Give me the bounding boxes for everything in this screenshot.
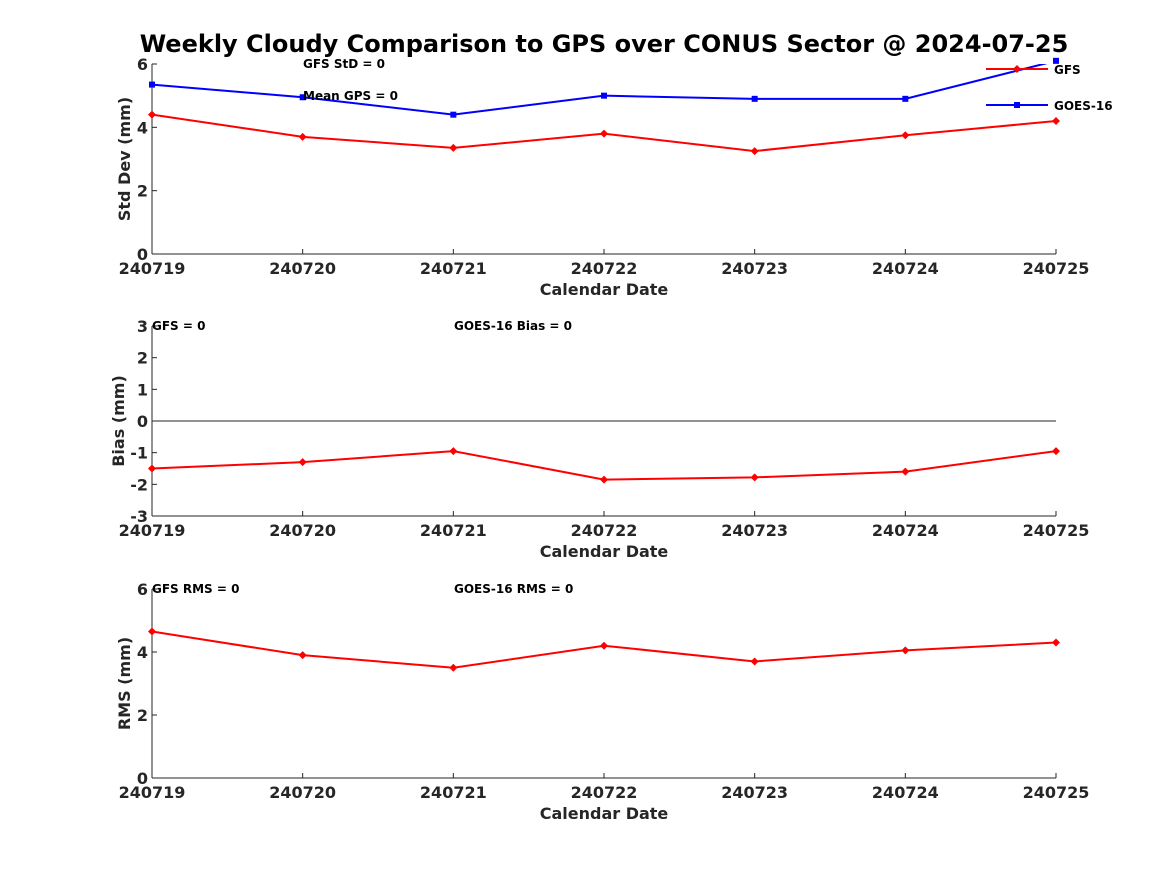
annotation: GFS StD = 0 [303, 57, 385, 71]
data-point-gfs [449, 143, 458, 152]
y-tick-label: -1 [130, 444, 148, 463]
x-tick-label: 240725 [1023, 521, 1090, 540]
x-tick-label: 240719 [119, 521, 186, 540]
x-tick-label: 240722 [571, 783, 638, 802]
x-tick-label: 240724 [872, 521, 939, 540]
data-point-gfs [600, 129, 608, 138]
x-tick-label: 240720 [269, 521, 336, 540]
y-tick-label: 2 [137, 349, 148, 368]
x-tick-label: 240725 [1023, 783, 1090, 802]
y-tick-label: 6 [137, 580, 148, 599]
y-axis-label: Bias (mm) [109, 375, 128, 467]
data-point-goes-16 [902, 95, 909, 102]
series-line-goes-16 [152, 64, 1048, 116]
data-point-goes-16 [751, 95, 758, 102]
x-tick-label: 240722 [571, 259, 638, 278]
y-tick-label: -3 [130, 507, 148, 526]
y-tick-label: 2 [137, 706, 148, 725]
data-point-gfs [600, 641, 608, 650]
x-tick-label: 240720 [269, 259, 336, 278]
data-point-goes-16 [1053, 57, 1059, 64]
x-axis-label: Calendar Date [540, 280, 669, 299]
legend-label-gfs: GFS [1054, 63, 1081, 77]
legend-label-goes-16: GOES-16 [1054, 99, 1113, 113]
x-tick-label: 240721 [420, 521, 487, 540]
y-tick-label: 4 [137, 118, 148, 137]
data-point-gfs [1052, 447, 1060, 456]
chart-legend: GFS GOES-16 [986, 63, 1113, 113]
data-point-gfs [298, 132, 307, 141]
x-tick-label: 240720 [269, 783, 336, 802]
x-tick-label: 240719 [119, 783, 186, 802]
x-tick-label: 240725 [1023, 259, 1090, 278]
x-tick-label: 240722 [571, 521, 638, 540]
data-point-goes-16 [601, 92, 607, 99]
chart-title: Weekly Cloudy Comparison to GPS over CON… [140, 30, 1069, 58]
y-tick-label: 2 [137, 182, 148, 201]
annotation: Mean GPS = 0 [303, 89, 398, 103]
y-tick-label: 0 [137, 245, 148, 264]
series-line-gfs [152, 450, 1056, 481]
x-axis-label: Calendar Date [540, 804, 669, 823]
data-point-gfs [148, 110, 156, 119]
x-tick-label: 240723 [721, 521, 788, 540]
y-tick-label: 0 [137, 412, 148, 431]
data-point-gfs [750, 473, 759, 482]
panel-bias: -3 -2 -1 0 1 2 3 240719 240720 240721 240722 240723… [109, 317, 1089, 561]
y-tick-label: 3 [137, 317, 148, 336]
y-tick-label: 0 [137, 769, 148, 788]
panel-std: 0 2 4 6 240719 240720 240721 240722 240723 240724… [115, 55, 1089, 299]
data-point-gfs [901, 467, 910, 476]
y-tick-label: 4 [137, 643, 148, 662]
annotation: GFS RMS = 0 [152, 582, 239, 596]
data-point-gfs [298, 458, 307, 467]
data-point-gfs [750, 657, 759, 666]
annotation: GOES-16 RMS = 0 [454, 582, 573, 596]
y-axis-label: RMS (mm) [115, 637, 134, 730]
data-point-goes-16 [149, 81, 155, 88]
x-tick-label: 240721 [420, 783, 487, 802]
data-point-gfs [1052, 638, 1060, 647]
y-tick-label: 1 [137, 380, 148, 399]
data-point-goes-16 [299, 94, 306, 101]
panel-data [152, 450, 1056, 481]
data-point-gfs [148, 464, 156, 473]
panel-rms: 0 2 4 6 240719 240720 240721 240722 240723 240724… [115, 580, 1089, 823]
data-point-gfs [298, 651, 307, 660]
legend-marker-gfs [1013, 65, 1021, 73]
x-axis-label: Calendar Date [540, 542, 669, 561]
data-point-gfs [901, 646, 910, 655]
data-point-gfs [750, 147, 759, 156]
data-point-goes-16 [450, 111, 457, 118]
data-point-gfs [600, 475, 608, 484]
x-tick-label: 240724 [872, 259, 939, 278]
x-tick-label: 240723 [721, 783, 788, 802]
annotation: GOES-16 Bias = 0 [454, 319, 572, 333]
x-tick-label: 240721 [420, 259, 487, 278]
legend-marker-goes-16 [1014, 102, 1020, 108]
x-tick-label: 240723 [721, 259, 788, 278]
annotation: GFS = 0 [152, 319, 205, 333]
y-axis-label: Std Dev (mm) [115, 97, 134, 221]
data-point-gfs [148, 627, 156, 636]
data-point-gfs [901, 131, 910, 140]
y-tick-label: -2 [130, 475, 148, 494]
data-point-gfs [1052, 117, 1060, 125]
data-point-gfs [449, 447, 458, 456]
x-tick-label: 240719 [119, 259, 186, 278]
y-tick-label: 6 [137, 55, 148, 74]
x-tick-label: 240724 [872, 783, 939, 802]
data-point-gfs [449, 663, 458, 672]
